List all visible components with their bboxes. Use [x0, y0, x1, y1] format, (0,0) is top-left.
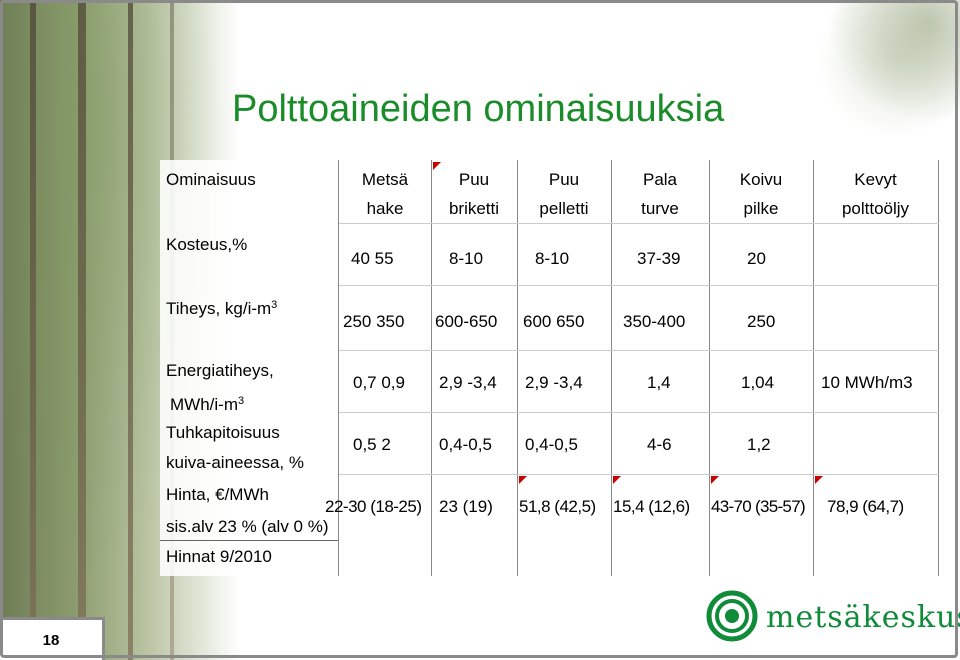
cell-moisture-koivupilke: 20: [747, 249, 766, 268]
cell-moisture-puupelletti: 8-10: [535, 249, 570, 268]
cell-energy-puupelletti: 2,9 -3,4: [525, 373, 583, 392]
slide-title: Polttoaineiden ominaisuuksia: [232, 88, 725, 130]
column-divider: [611, 160, 612, 576]
marker-icon: [433, 162, 441, 170]
cell-ash-puupelletti: 0,4-0,5: [525, 435, 578, 454]
cell-ash-puubriketti: 0,4-0,5: [439, 435, 492, 454]
logo-rings-icon: [706, 590, 758, 642]
col-header-puupelletti: Puu pelletti: [539, 170, 589, 218]
column-divider: [938, 160, 939, 576]
tree-trunk: [128, 0, 133, 660]
cell-ash-metsahake: 0,5 2: [353, 435, 391, 454]
cell-moisture-palaturve: 37-39: [637, 249, 681, 268]
cell-moisture-puubriketti: 8-10: [449, 249, 484, 268]
divider: [160, 540, 338, 541]
cell-energy-puubriketti: 2,9 -3,4: [439, 373, 497, 392]
column-divider: [813, 160, 814, 576]
row-label-ash-1: Tuhkapitoisuus: [166, 423, 280, 442]
cell-density-koivupilke: 250: [747, 312, 776, 331]
cell-price-palaturve: 15,4 (12,6): [613, 497, 690, 516]
marker-icon: [613, 476, 621, 484]
row-divider: [339, 223, 939, 224]
column-divider: [431, 160, 432, 576]
page-number: 18: [0, 617, 105, 660]
row-divider: [339, 474, 939, 475]
metsakeskus-logo: metsäkeskus: [706, 590, 960, 642]
row-divider: [339, 412, 939, 413]
table-body: Metsä hake Puu briketti Puu pelletti Pala tu…: [325, 160, 939, 576]
row-label-density: Tiheys, kg/i-m3: [166, 299, 278, 318]
cell-density-metsahake: 250 350: [343, 312, 405, 331]
col-header-puubriketti: Puu briketti: [448, 170, 500, 218]
row-label-price-1: Hinta, €/MWh: [166, 485, 269, 504]
footer-label: Hinnat 9/2010: [166, 547, 272, 566]
tree-trunk: [78, 0, 86, 660]
row-label-energy-density-2: MWh/i-m3: [170, 395, 245, 414]
header-label: Ominaisuus: [166, 170, 256, 189]
cell-moisture-metsahake: 40 55: [351, 249, 394, 268]
row-divider: [339, 350, 939, 351]
row-label-column: Ominaisuus Kosteus,% Tiheys, kg/i-m3 Ene…: [160, 160, 338, 576]
marker-icon: [711, 476, 719, 484]
cell-energy-kevytpolttooljy: 10 MWh/m3: [821, 373, 913, 392]
col-header-metsahake: Metsä hake: [361, 170, 409, 218]
marker-icon: [519, 476, 527, 484]
row-label-ash-2: kuiva-aineessa, %: [166, 453, 304, 472]
row-label-energy-density-1: Energiatiheys,: [166, 361, 274, 380]
cell-price-puupelletti: 51,8 (42,5): [519, 497, 596, 516]
cell-energy-palaturve: 1,4: [647, 373, 671, 392]
tree-trunk: [30, 0, 36, 660]
pine-branch-decoration: [800, 0, 960, 150]
cell-ash-palaturve: 4-6: [647, 435, 672, 454]
cell-price-koivupilke: 43-70 (35-57): [711, 497, 806, 516]
column-divider: [709, 160, 710, 576]
row-divider: [339, 285, 939, 286]
column-divider: [517, 160, 518, 576]
cell-price-kevytpolttooljy: 78,9 (64,7): [827, 497, 904, 516]
logo-wordmark: metsäkeskus: [766, 600, 960, 635]
marker-icon: [815, 476, 823, 484]
cell-energy-metsahake: 0,7 0,9: [353, 373, 405, 392]
row-label-price-2: sis.alv 23 % (alv 0 %): [166, 517, 329, 536]
cell-density-palaturve: 350-400: [623, 312, 686, 331]
cell-price-puubriketti: 23 (19): [439, 497, 493, 516]
col-header-palaturve: Pala turve: [641, 170, 679, 218]
cell-ash-koivupilke: 1,2: [747, 435, 771, 454]
cell-energy-koivupilke: 1,04: [741, 373, 775, 392]
fuel-properties-table: Ominaisuus Kosteus,% Tiheys, kg/i-m3 Ene…: [160, 160, 939, 576]
col-header-kevytpolttooljy: Kevyt polttoöljy: [841, 170, 910, 218]
cell-density-puupelletti: 600 650: [523, 312, 585, 331]
row-label-moisture: Kosteus,%: [166, 235, 248, 254]
cell-density-puubriketti: 600-650: [435, 312, 498, 331]
col-header-koivupilke: Koivu pilke: [739, 170, 783, 218]
cell-price-metsahake: 22-30 (18-25): [325, 497, 422, 516]
